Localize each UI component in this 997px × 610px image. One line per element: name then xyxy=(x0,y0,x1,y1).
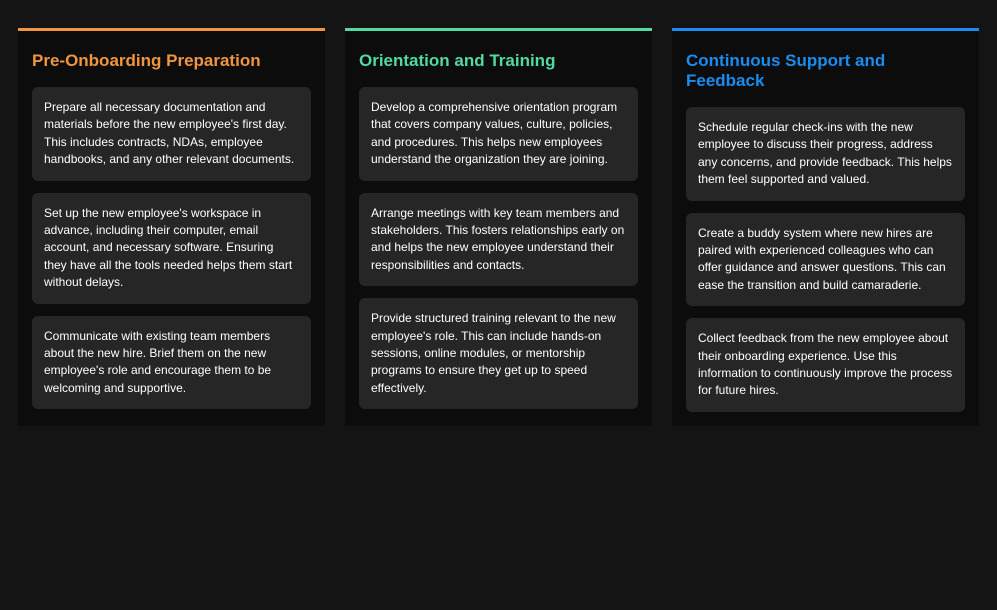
card-item: Set up the new employee's workspace in a… xyxy=(32,193,311,304)
card-item: Communicate with existing team members a… xyxy=(32,316,311,410)
card-item: Arrange meetings with key team members a… xyxy=(359,193,638,287)
card-item: Prepare all necessary documentation and … xyxy=(32,87,311,181)
card-continuous-support: Continuous Support and Feedback Schedule… xyxy=(672,28,979,426)
card-title: Pre-Onboarding Preparation xyxy=(32,51,311,71)
card-item: Develop a comprehensive orientation prog… xyxy=(359,87,638,181)
card-pre-onboarding: Pre-Onboarding Preparation Prepare all n… xyxy=(18,28,325,426)
columns-container: Pre-Onboarding Preparation Prepare all n… xyxy=(18,28,979,426)
card-title: Orientation and Training xyxy=(359,51,638,71)
card-orientation-training: Orientation and Training Develop a compr… xyxy=(345,28,652,426)
card-item: Schedule regular check-ins with the new … xyxy=(686,107,965,201)
card-title: Continuous Support and Feedback xyxy=(686,51,965,91)
card-item: Provide structured training relevant to … xyxy=(359,298,638,409)
card-item: Create a buddy system where new hires ar… xyxy=(686,213,965,307)
card-item: Collect feedback from the new employee a… xyxy=(686,318,965,412)
